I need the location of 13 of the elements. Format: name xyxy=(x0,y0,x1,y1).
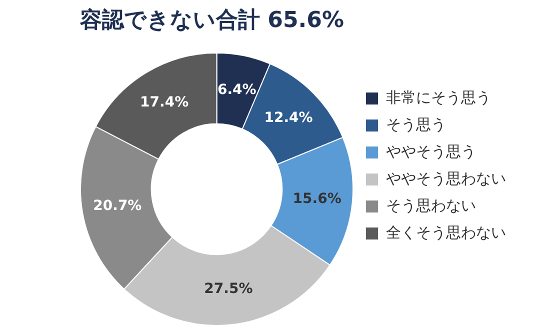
data-label: 20.7% xyxy=(93,198,142,214)
chart-title: 容認できない合計 65.6% xyxy=(79,6,344,33)
data-label: 12.4% xyxy=(264,110,313,126)
data-label: 15.6% xyxy=(292,190,342,207)
legend-label: そう思わない xyxy=(386,196,476,214)
legend-label: ややそう思う xyxy=(386,142,476,160)
data-label: 17.4% xyxy=(140,94,189,111)
legend-label: ややそう思わない xyxy=(386,169,506,188)
legend-label: 全くそう思わない xyxy=(386,223,506,242)
legend-label: 非常にそう思う xyxy=(386,88,491,106)
legend-label: そう思う xyxy=(386,115,446,134)
data-label: 27.5% xyxy=(204,280,253,297)
data-label: 6.4% xyxy=(217,82,256,98)
